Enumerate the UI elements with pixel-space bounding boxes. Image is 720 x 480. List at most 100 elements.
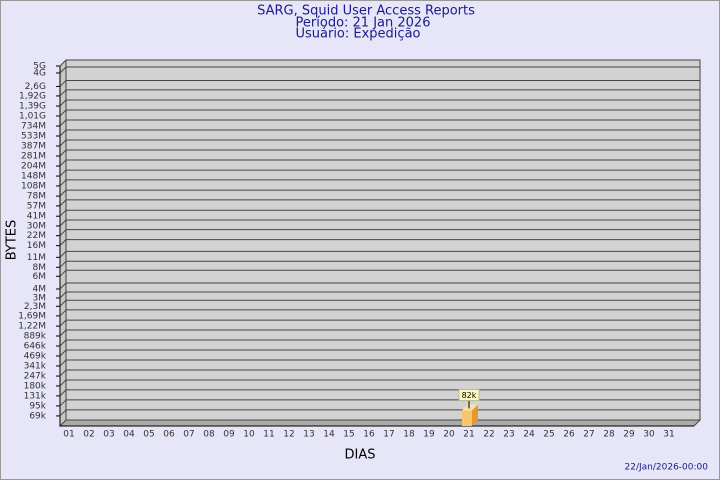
plot-floor-edge bbox=[58, 419, 702, 427]
x-tick-label: 09 bbox=[223, 430, 235, 440]
chart-subtitle: Período: 21 Jan 2026 bbox=[296, 16, 431, 31]
grid-line bbox=[59, 119, 67, 127]
grid-line bbox=[59, 209, 67, 217]
y-axis-label: BYTES bbox=[5, 220, 20, 261]
x-axis-label: DIAS bbox=[345, 448, 376, 463]
y-tick-label: 533M bbox=[21, 132, 46, 142]
grid-line bbox=[59, 139, 67, 147]
y-tick-label: 6M bbox=[33, 272, 47, 282]
y-tick-label: 69k bbox=[29, 411, 46, 421]
y-tick-label: 11M bbox=[27, 253, 46, 263]
grid-line bbox=[59, 169, 67, 177]
x-tick-label: 22 bbox=[483, 430, 494, 440]
x-tick-label: 08 bbox=[203, 430, 215, 440]
grid-line bbox=[59, 260, 67, 268]
bar bbox=[462, 410, 472, 426]
x-tick-label: 30 bbox=[643, 430, 655, 440]
x-tick-label: 14 bbox=[323, 430, 335, 440]
y-tick-label: 108M bbox=[21, 181, 46, 191]
value-label-box bbox=[458, 389, 480, 402]
grid-line bbox=[59, 291, 67, 299]
grid-line bbox=[59, 129, 67, 137]
grid-line bbox=[59, 359, 67, 367]
y-tick-label: 131k bbox=[24, 391, 47, 401]
y-tick-label: 204M bbox=[21, 162, 46, 172]
y-tick-label: 889k bbox=[24, 332, 47, 342]
y-tick-label: 16M bbox=[27, 241, 46, 251]
grid-line bbox=[59, 250, 67, 258]
x-tick-label: 16 bbox=[363, 430, 375, 440]
y-tick-label: 180k bbox=[24, 381, 47, 391]
bar-side bbox=[472, 404, 478, 426]
grid-line bbox=[59, 269, 67, 277]
x-tick-label: 25 bbox=[543, 430, 554, 440]
y-tick-label: 4M bbox=[33, 284, 47, 294]
x-tick-label: 13 bbox=[303, 430, 314, 440]
grid-line bbox=[59, 99, 67, 107]
grid-line bbox=[59, 219, 67, 227]
y-tick-label: 387M bbox=[21, 142, 46, 152]
x-tick-label: 04 bbox=[123, 430, 135, 440]
x-tick-label: 11 bbox=[263, 430, 274, 440]
grid-line bbox=[59, 349, 67, 357]
y-tick-label: 341k bbox=[24, 361, 47, 371]
y-tick-label: 1,39G bbox=[19, 102, 46, 112]
x-tick-label: 18 bbox=[403, 430, 415, 440]
x-tick-label: 01 bbox=[63, 430, 74, 440]
y-tick-label: 1,69M bbox=[18, 311, 46, 321]
x-tick-label: 21 bbox=[463, 430, 474, 440]
x-tick-label: 03 bbox=[103, 430, 114, 440]
y-tick-label: 95k bbox=[29, 401, 46, 411]
grid-line bbox=[59, 329, 67, 337]
grid-line bbox=[59, 379, 67, 387]
x-tick-label: 15 bbox=[343, 430, 354, 440]
grid-line bbox=[59, 309, 67, 317]
x-tick-label: 28 bbox=[603, 430, 615, 440]
y-tick-label: 469k bbox=[24, 352, 47, 362]
y-tick-label: 3M bbox=[33, 293, 47, 303]
grid-line bbox=[59, 409, 67, 417]
chart-title: SARG, Squid User Access Reports bbox=[257, 4, 475, 19]
y-tick-label: 148M bbox=[21, 172, 46, 182]
grid-line bbox=[59, 339, 67, 347]
chart-subtitle: Usuário: Expedição bbox=[295, 27, 420, 42]
y-tick-label: 1,22M bbox=[18, 322, 46, 332]
grid-line bbox=[59, 229, 67, 237]
grid-line bbox=[59, 80, 67, 87]
bar-top bbox=[462, 404, 478, 411]
grid-line bbox=[59, 149, 67, 157]
grid-line bbox=[59, 399, 67, 407]
x-tick-label: 20 bbox=[443, 430, 455, 440]
x-tick-label: 26 bbox=[563, 430, 575, 440]
y-tick-label: 4G bbox=[33, 68, 46, 78]
grid-line bbox=[59, 59, 67, 67]
x-tick-label: 23 bbox=[503, 430, 514, 440]
grid-line bbox=[59, 389, 67, 397]
x-tick-label: 24 bbox=[523, 430, 535, 440]
grid-line bbox=[59, 299, 67, 307]
y-tick-label: 1,01G bbox=[19, 112, 46, 122]
x-tick-label: 06 bbox=[163, 430, 175, 440]
x-tick-label: 31 bbox=[663, 430, 674, 440]
grid-line bbox=[59, 239, 67, 246]
y-tick-label: 281M bbox=[21, 152, 46, 162]
grid-line bbox=[59, 369, 67, 377]
y-tick-label: 734M bbox=[21, 121, 46, 131]
grid-line bbox=[59, 89, 67, 97]
grid-line bbox=[59, 319, 67, 327]
y-tick-label: 22M bbox=[27, 231, 46, 241]
grid-line bbox=[59, 109, 67, 117]
y-tick-label: 2,3M bbox=[24, 302, 46, 312]
x-tick-label: 19 bbox=[423, 430, 435, 440]
x-tick-label: 10 bbox=[243, 430, 255, 440]
x-tick-label: 29 bbox=[623, 430, 635, 440]
x-tick-label: 07 bbox=[183, 430, 194, 440]
y-tick-label: 78M bbox=[27, 192, 46, 202]
y-tick-label: 1,92G bbox=[19, 91, 46, 101]
y-tick-label: 8M bbox=[33, 263, 47, 273]
y-tick-label: 30M bbox=[27, 221, 46, 231]
x-tick-label: 02 bbox=[83, 430, 94, 440]
y-tick-label: 646k bbox=[24, 341, 47, 351]
